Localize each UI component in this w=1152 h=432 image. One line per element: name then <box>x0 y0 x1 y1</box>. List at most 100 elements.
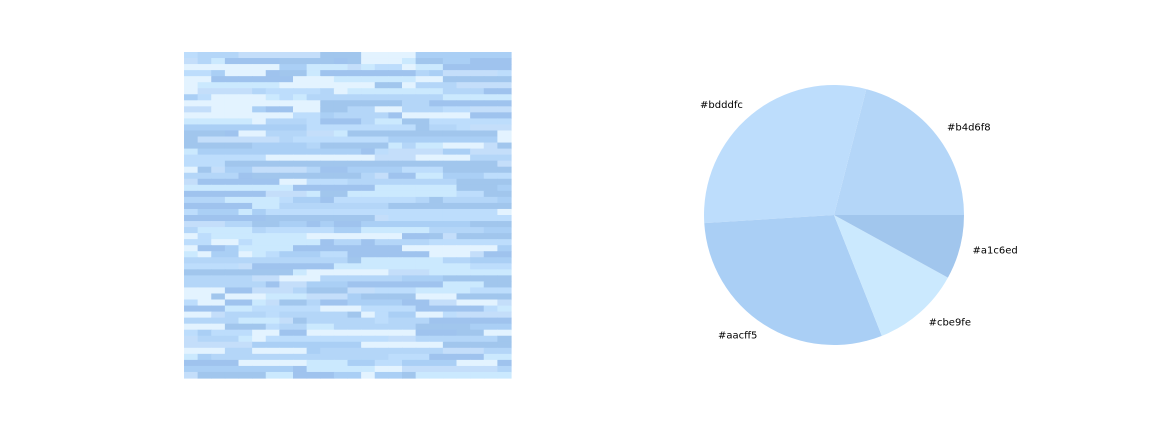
swatch-cell <box>252 335 267 343</box>
swatch-cell <box>211 299 226 307</box>
swatch-cell <box>252 64 267 71</box>
swatch-cell <box>238 178 253 186</box>
swatch-cell <box>279 178 294 186</box>
swatch-cell <box>374 317 389 325</box>
swatch-cell <box>361 275 376 283</box>
swatch-cell <box>197 94 212 101</box>
swatch-cell <box>456 94 471 101</box>
swatch-cell <box>415 64 430 71</box>
swatch-cell <box>252 94 267 101</box>
swatch-cell <box>252 347 267 355</box>
swatch-cell <box>402 305 417 313</box>
swatch-cell <box>442 64 458 71</box>
swatch-cell <box>429 94 444 101</box>
swatch-cell <box>388 106 403 113</box>
swatch-cell <box>293 94 308 101</box>
swatch-cell <box>306 335 321 343</box>
swatch-cell <box>442 365 458 373</box>
swatch-cell <box>238 233 253 240</box>
swatch-cell <box>238 202 253 210</box>
swatch-cell <box>429 275 444 283</box>
swatch-cell <box>470 70 485 77</box>
swatch-cell <box>224 305 240 313</box>
swatch-cell <box>361 58 376 65</box>
swatch-cell <box>429 172 444 180</box>
swatch-cell <box>361 106 376 113</box>
swatch-cell <box>497 70 512 77</box>
swatch-cell <box>483 154 498 162</box>
swatch-cell <box>252 52 267 59</box>
swatch-cell <box>402 82 417 89</box>
swatch-cell <box>497 221 512 228</box>
swatch-cell <box>320 136 335 144</box>
swatch-cell <box>456 58 471 65</box>
swatch-cell <box>279 88 294 95</box>
swatch-cell <box>184 52 199 59</box>
swatch-cell <box>293 311 308 319</box>
swatch-cell <box>279 52 294 59</box>
pie-slice-label: #b4d6f8 <box>947 122 991 133</box>
swatch-cell <box>361 184 376 192</box>
swatch-cell <box>402 88 417 95</box>
swatch-cell <box>470 245 485 252</box>
swatch-cell <box>361 371 376 379</box>
swatch-cell <box>497 329 512 337</box>
swatch-cell <box>429 269 444 276</box>
swatch-cell <box>320 172 335 180</box>
swatch-cell <box>415 227 430 234</box>
swatch-cell <box>388 100 403 107</box>
swatch-cell <box>197 202 212 210</box>
swatch-cell <box>252 196 267 204</box>
swatch-cell <box>238 136 253 144</box>
swatch-cell <box>402 215 417 222</box>
swatch-cell <box>402 221 417 228</box>
swatch-cell <box>265 359 280 367</box>
swatch-cell <box>497 239 512 246</box>
swatch-cell <box>333 227 349 234</box>
swatch-cell <box>211 148 226 156</box>
swatch-cell <box>224 251 240 258</box>
swatch-cell <box>429 287 444 295</box>
swatch-cell <box>497 184 512 192</box>
swatch-cell <box>211 130 226 138</box>
swatch-cell <box>197 305 212 313</box>
swatch-cell <box>238 293 253 301</box>
swatch-cell <box>197 257 212 264</box>
swatch-cell <box>374 233 389 240</box>
swatch-cell <box>306 94 321 101</box>
swatch-cell <box>388 233 403 240</box>
swatch-cell <box>483 347 498 355</box>
swatch-cell <box>306 329 321 337</box>
swatch-cell <box>415 178 430 186</box>
swatch-cell <box>320 347 335 355</box>
swatch-cell <box>293 221 308 228</box>
swatch-cell <box>238 299 253 307</box>
swatch-cell <box>361 227 376 234</box>
swatch-cell <box>374 142 389 150</box>
swatch-cell <box>279 112 294 120</box>
swatch-cell <box>238 208 253 216</box>
swatch-cell <box>442 196 458 204</box>
swatch-cell <box>279 245 294 252</box>
swatch-cell <box>279 148 294 156</box>
swatch-cell <box>265 118 280 126</box>
swatch-cell <box>197 196 212 204</box>
swatch-cell <box>320 341 335 349</box>
swatch-cell <box>252 317 267 325</box>
swatch-cell <box>347 227 362 234</box>
swatch-cell <box>347 106 362 113</box>
swatch-cell <box>361 148 376 156</box>
swatch-cell <box>470 353 485 361</box>
swatch-cell <box>361 299 376 307</box>
swatch-cell <box>320 275 335 283</box>
swatch-cell <box>265 299 280 307</box>
swatch-cell <box>293 365 308 373</box>
swatch-cell <box>415 305 430 313</box>
swatch-cell <box>333 257 349 264</box>
swatch-cell <box>456 257 471 264</box>
swatch-cell <box>211 82 226 89</box>
swatch-cell <box>211 88 226 95</box>
swatch-cell <box>306 184 321 192</box>
swatch-cell <box>197 184 212 192</box>
swatch-cell <box>402 263 417 270</box>
